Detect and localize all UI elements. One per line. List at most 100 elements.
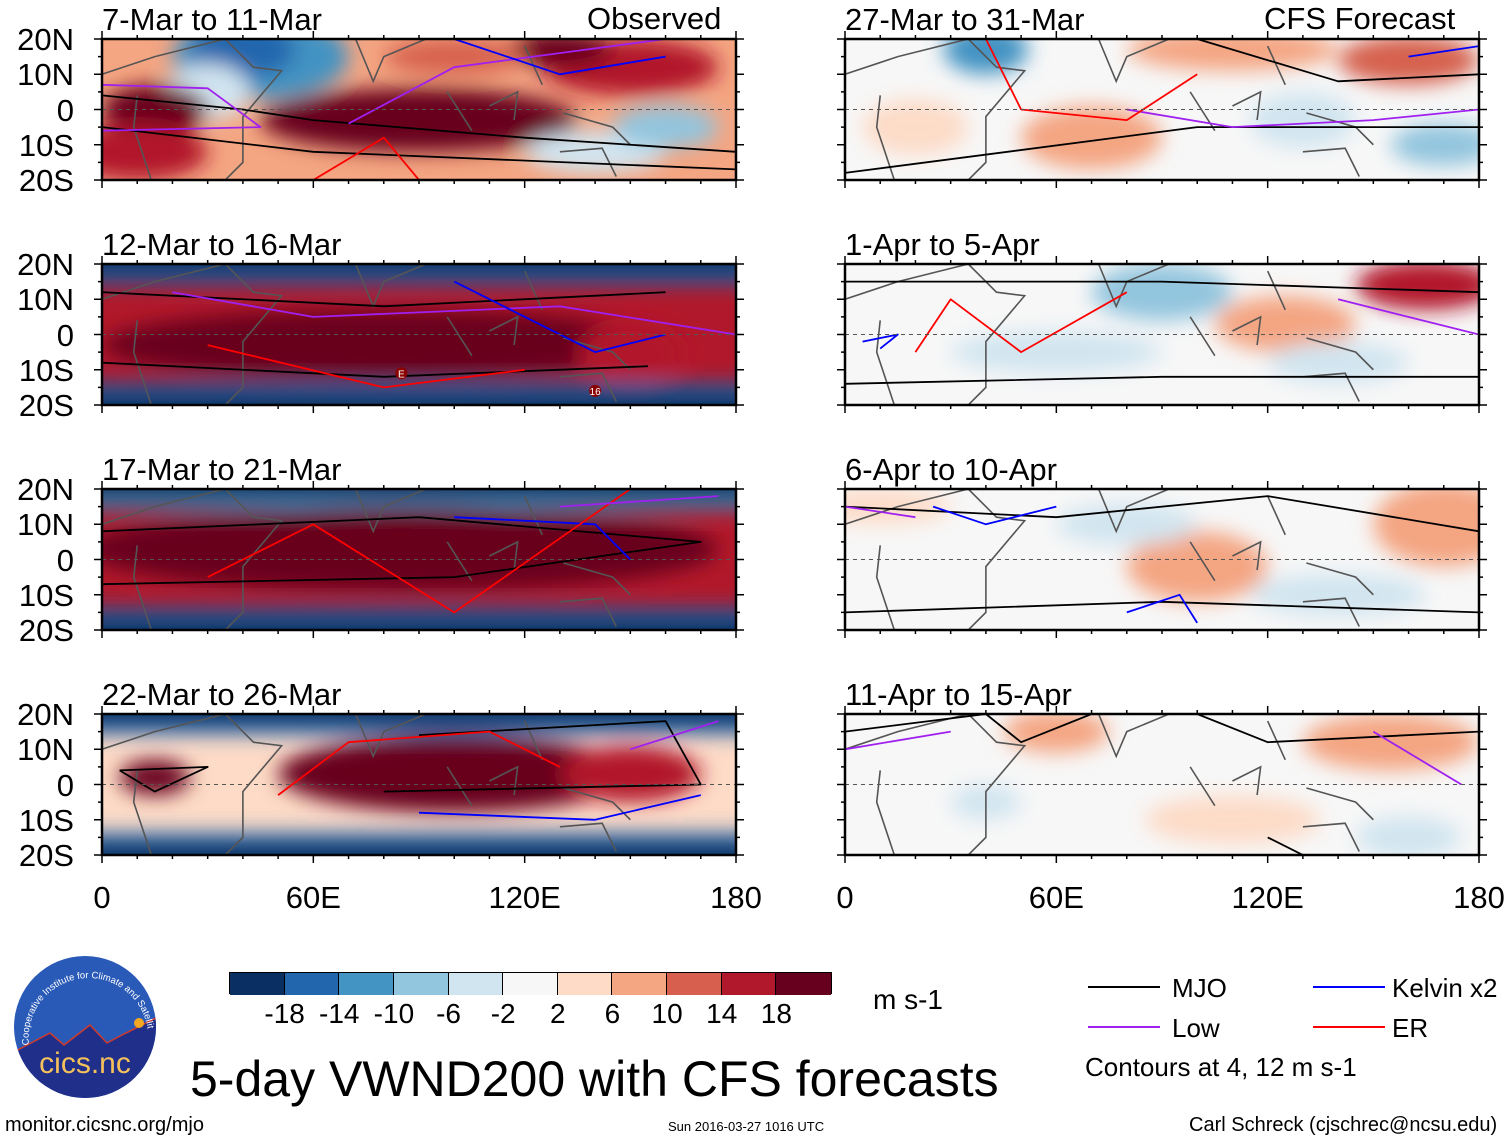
- lat-label: 10N: [17, 507, 74, 543]
- panel-title: 11-Apr to 15-Apr: [845, 677, 1072, 712]
- map-panel: [94, 706, 744, 863]
- field-anomaly: [1126, 531, 1268, 602]
- field-band: [102, 393, 736, 405]
- colorbar-label: -6: [436, 998, 461, 1029]
- field-anomaly: [1003, 714, 1110, 753]
- legend-low-line: [1088, 1026, 1160, 1028]
- field-anomaly: [102, 123, 208, 180]
- contour-line: [1408, 45, 1479, 58]
- field-band: [102, 489, 736, 499]
- lat-label: 20N: [17, 472, 74, 507]
- colorbar-label: 2: [550, 998, 566, 1029]
- field-band: [102, 264, 736, 274]
- contour-line: [1337, 298, 1479, 336]
- field-band: [102, 714, 736, 724]
- lat-label: 0: [56, 317, 74, 353]
- contour-line: [102, 94, 736, 153]
- lon-label: 0: [93, 880, 111, 915]
- colorbar-units: m s-1: [873, 984, 943, 1015]
- contour-line: [312, 136, 420, 180]
- lat-label: 20S: [18, 838, 74, 873]
- contour-line: [418, 794, 702, 821]
- coastline: [102, 714, 631, 855]
- field-anomaly: [1355, 816, 1462, 855]
- colorbar-label: 14: [706, 998, 738, 1029]
- panel-title: 17-Mar to 21-Mar: [102, 452, 342, 487]
- lat-label: 10S: [18, 577, 74, 613]
- contour-line: [845, 600, 1479, 614]
- field-anomaly: [1021, 105, 1162, 170]
- field-anomaly: [102, 506, 719, 592]
- legend-mjo-label: MJO: [1172, 973, 1227, 1003]
- colorbar-swatch: [503, 973, 558, 995]
- contour-line: [845, 730, 951, 751]
- lat-label: 20S: [18, 163, 74, 198]
- lat-label: 10S: [18, 352, 74, 388]
- contour-line: [453, 280, 666, 353]
- colorbar-swatch: [448, 973, 504, 995]
- contour-line: [454, 516, 631, 561]
- colorbar-swatch: [721, 973, 777, 995]
- lat-label: 10S: [18, 802, 74, 838]
- colorbar-label: -18: [264, 998, 305, 1029]
- contour-line: [207, 489, 631, 614]
- colorbar-label: 10: [651, 998, 683, 1029]
- contour-line: [914, 291, 1128, 353]
- legend-er-line: [1313, 1026, 1385, 1028]
- field-anomaly: [1355, 264, 1479, 310]
- field-anomaly: [1126, 39, 1339, 71]
- contour-line: [453, 39, 666, 76]
- panel-title: 6-Apr to 10-Apr: [845, 452, 1057, 487]
- annotation-marker: [395, 367, 408, 380]
- contour-line: [559, 495, 719, 508]
- colorbar-swatch: [284, 973, 340, 995]
- contour-line: [102, 126, 736, 171]
- field-anomaly: [1144, 795, 1321, 845]
- field-anomaly: [278, 735, 631, 813]
- field-anomaly: [577, 323, 684, 381]
- map-panel: E 16: [94, 256, 744, 413]
- contour-line: [1126, 108, 1479, 128]
- legend-kelvin-line: [1313, 986, 1385, 988]
- colorbar-swatch: [776, 973, 831, 995]
- contour-line: [348, 39, 666, 125]
- contour-line: [630, 720, 719, 751]
- lat-label: 10N: [17, 57, 74, 93]
- legend-mjo-line: [1088, 986, 1160, 988]
- field-anomaly: [1373, 489, 1479, 567]
- cfs-forecast-label: CFS Forecast: [1264, 1, 1456, 36]
- field-band: [102, 843, 736, 855]
- colorbar-label: -10: [373, 998, 415, 1029]
- legend-er-label: ER: [1392, 1013, 1429, 1043]
- lat-label: 10N: [17, 282, 74, 318]
- map-panel: [94, 481, 744, 638]
- coastline: [845, 714, 1374, 855]
- lon-label: 120E: [488, 880, 561, 915]
- contour-note: Contours at 4, 12 m s-1: [1085, 1052, 1357, 1082]
- colorbar-label: -14: [319, 998, 360, 1029]
- colorbar-swatch: [557, 973, 613, 995]
- lat-label: 0: [56, 542, 74, 578]
- colorbar-swatch: [393, 973, 449, 995]
- contour-line: [1196, 39, 1479, 83]
- map-panel: [837, 256, 1487, 413]
- contour-line: [102, 361, 648, 378]
- contour-line: [102, 83, 262, 132]
- lon-label: 60E: [285, 880, 341, 915]
- lon-label: 120E: [1231, 880, 1304, 915]
- contour-line: [932, 505, 1057, 526]
- map-panel: [837, 706, 1487, 863]
- map-panel: [837, 481, 1487, 638]
- colorbar-label: -2: [490, 998, 516, 1029]
- panel-title: 22-Mar to 26-Mar: [102, 677, 342, 712]
- field-anomaly: [383, 39, 525, 75]
- lon-label: 180: [710, 880, 762, 915]
- colorbar-swatch: [612, 973, 668, 995]
- map-panel: [837, 31, 1487, 188]
- lat-label: 10S: [18, 127, 74, 163]
- field-anomaly: [1250, 91, 1356, 149]
- field-band: [102, 618, 736, 630]
- field-anomaly: [1214, 295, 1356, 353]
- figure-title: 5-day VWND200 with CFS forecasts: [190, 1051, 999, 1107]
